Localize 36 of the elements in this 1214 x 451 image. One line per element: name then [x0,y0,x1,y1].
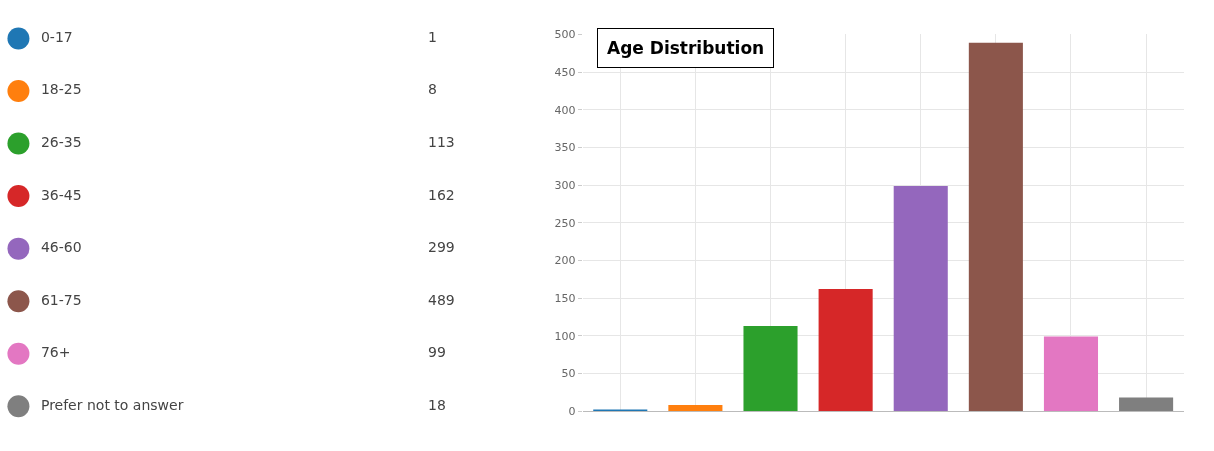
bar [1119,397,1174,412]
category-label: 26-35 [40,134,82,151]
y-tick-label: 500 [554,28,576,42]
data-label: 99 [427,344,446,361]
y-tick-label: 350 [554,141,576,155]
category-label: 61-75 [40,291,82,308]
category-label: 46-60 [40,239,82,256]
y-tick-label: 300 [554,178,576,192]
category-label: Prefer not to answer [40,396,184,413]
y-tick-label: 100 [554,329,576,343]
bar [968,42,1023,412]
y-tick-label: 450 [554,65,576,79]
y-tick-label: 250 [554,216,576,230]
category-label: 0-17 [40,28,73,45]
bar [818,289,873,412]
category-label: 36-45 [40,186,82,203]
y-tick-label: 50 [561,367,576,381]
bar [1043,336,1099,412]
data-label: 113 [427,134,455,151]
chart-title: Age Distribution [607,38,765,58]
y-tick-label: 200 [554,254,576,268]
data-label: 299 [427,239,455,256]
y-tick-label: 150 [554,292,576,305]
y-tick-label: 0 [568,405,576,418]
bar [893,185,948,412]
y-tick-label: 400 [554,103,576,117]
data-label: 8 [427,81,437,98]
category-label: 76+ [40,344,71,361]
data-label: 18 [427,396,446,413]
bar [593,409,648,412]
data-label: 162 [427,186,455,203]
data-label: 1 [427,28,437,45]
bar [668,405,723,412]
category-label: 18-25 [40,81,82,98]
data-label: 489 [427,291,455,308]
bar [743,326,798,412]
